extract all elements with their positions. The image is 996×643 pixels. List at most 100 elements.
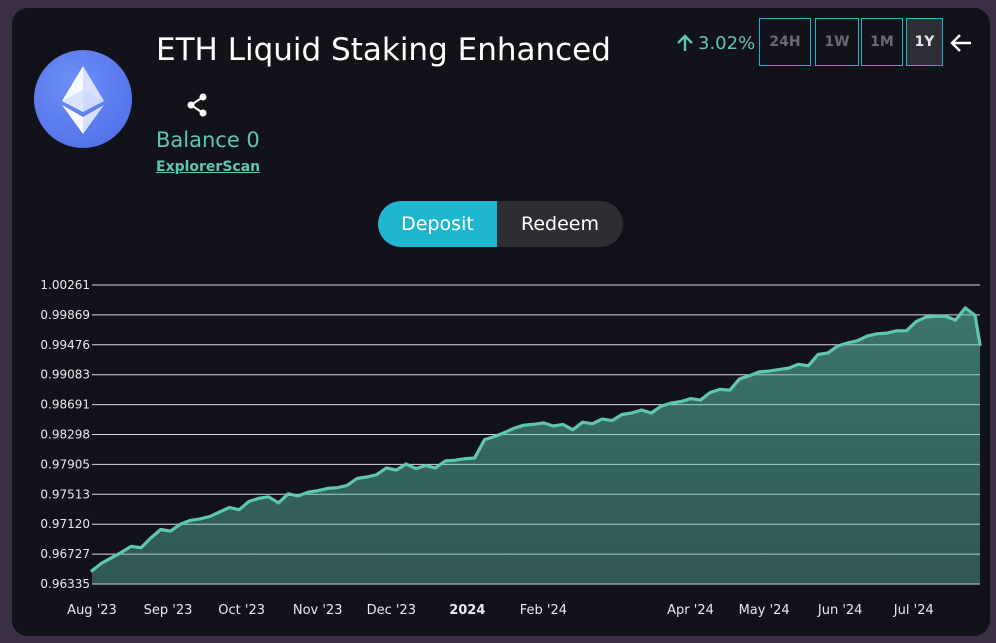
- data-point: [787, 366, 790, 370]
- data-point: [532, 423, 535, 426]
- data-point: [836, 344, 839, 348]
- data-point: [365, 475, 368, 479]
- data-point: [866, 334, 869, 338]
- data-point: [257, 497, 260, 500]
- data-point: [689, 397, 692, 400]
- data-point: [228, 506, 231, 509]
- y-tick-label: 0.96335: [40, 577, 90, 591]
- range-1y-button[interactable]: 1Y: [906, 18, 943, 66]
- data-point: [424, 464, 427, 467]
- data-point: [483, 438, 486, 441]
- data-point: [709, 391, 712, 394]
- data-point: [90, 569, 94, 572]
- price-chart: 1.00261 0.99869 0.99476 0.99083 0.98691 0.982…: [40, 278, 982, 618]
- data-point: [336, 486, 339, 489]
- data-point: [493, 435, 496, 438]
- price-change-value: 3.02%: [698, 32, 756, 54]
- data-point: [591, 422, 594, 425]
- y-tick-label: 0.97513: [40, 487, 90, 501]
- data-point: [552, 424, 555, 428]
- deposit-redeem-toggle: Deposit Redeem: [378, 201, 623, 247]
- x-tick-label: Jun '24: [817, 603, 863, 618]
- data-point: [934, 315, 937, 318]
- data-point: [640, 408, 643, 412]
- share-icon[interactable]: [182, 90, 212, 120]
- data-point: [385, 466, 388, 470]
- data-point: [620, 413, 624, 416]
- y-tick-label: 0.99476: [40, 338, 90, 352]
- data-point: [944, 315, 947, 318]
- series-points: [90, 306, 982, 572]
- y-tick-label: 0.97120: [40, 517, 90, 531]
- data-point: [130, 545, 133, 548]
- vault-card: ETH Liquid Staking Enhanced Balance 0 Ex…: [12, 8, 990, 636]
- data-point: [139, 546, 143, 549]
- data-point: [169, 529, 172, 533]
- data-point: [522, 424, 525, 427]
- price-change: 3.02%: [674, 32, 755, 54]
- y-tick-label: 0.99869: [40, 308, 90, 322]
- data-point: [767, 369, 771, 373]
- x-tick-label: May '24: [739, 603, 790, 618]
- data-point: [856, 339, 859, 342]
- data-point: [915, 320, 918, 323]
- data-point: [326, 487, 329, 490]
- x-tick-label: Nov '23: [293, 603, 343, 618]
- data-point: [188, 519, 192, 522]
- data-point: [807, 364, 810, 367]
- y-tick-label: 1.00261: [40, 278, 90, 292]
- data-point: [453, 459, 457, 462]
- x-tick-label: Feb '24: [520, 603, 567, 618]
- data-point: [345, 484, 349, 487]
- y-tick-label: 0.99083: [40, 368, 90, 382]
- data-point: [404, 462, 408, 466]
- data-point: [797, 363, 800, 366]
- data-point: [149, 536, 153, 540]
- arrow-left-icon[interactable]: [948, 30, 974, 56]
- data-point: [728, 389, 731, 392]
- data-point: [218, 510, 221, 514]
- data-point: [100, 561, 104, 565]
- y-tick-label: 0.98691: [40, 398, 90, 412]
- data-point: [659, 405, 663, 408]
- data-point: [816, 353, 820, 356]
- series-area: [92, 307, 980, 584]
- x-tick-label: Apr '24: [667, 603, 714, 618]
- data-point: [581, 421, 584, 424]
- range-1w-button[interactable]: 1W: [815, 18, 859, 66]
- data-point: [296, 494, 300, 498]
- data-point: [610, 419, 614, 422]
- range-24h-button[interactable]: 24H: [759, 18, 811, 66]
- data-point: [316, 489, 319, 492]
- data-point: [630, 411, 633, 415]
- y-tick-label: 0.96727: [40, 547, 90, 561]
- data-point: [885, 331, 888, 335]
- data-point: [159, 528, 162, 531]
- data-point: [179, 523, 182, 526]
- redeem-button[interactable]: Redeem: [521, 213, 599, 235]
- ethereum-logo-icon: [34, 50, 132, 148]
- data-point: [601, 417, 604, 421]
- x-tick-label: Jul '24: [893, 603, 934, 618]
- data-point: [198, 517, 202, 521]
- range-1m-button[interactable]: 1M: [861, 18, 903, 66]
- data-point: [512, 427, 516, 430]
- data-point: [463, 457, 467, 460]
- data-point: [777, 368, 781, 371]
- x-tick-label: Aug '23: [67, 603, 117, 618]
- data-point: [444, 459, 447, 463]
- data-point: [306, 491, 310, 494]
- data-point: [375, 473, 378, 476]
- data-point: [247, 500, 251, 503]
- deposit-button[interactable]: Deposit: [378, 201, 497, 247]
- x-tick-label: Dec '23: [367, 603, 416, 618]
- data-point: [964, 306, 967, 310]
- data-point: [846, 341, 849, 345]
- data-point: [895, 329, 898, 332]
- data-point: [267, 495, 270, 498]
- explorer-link[interactable]: ExplorerScan: [156, 159, 261, 175]
- data-point: [414, 467, 417, 470]
- x-tick-label: Oct '23: [218, 603, 265, 618]
- data-point: [395, 468, 398, 472]
- data-point: [542, 421, 545, 425]
